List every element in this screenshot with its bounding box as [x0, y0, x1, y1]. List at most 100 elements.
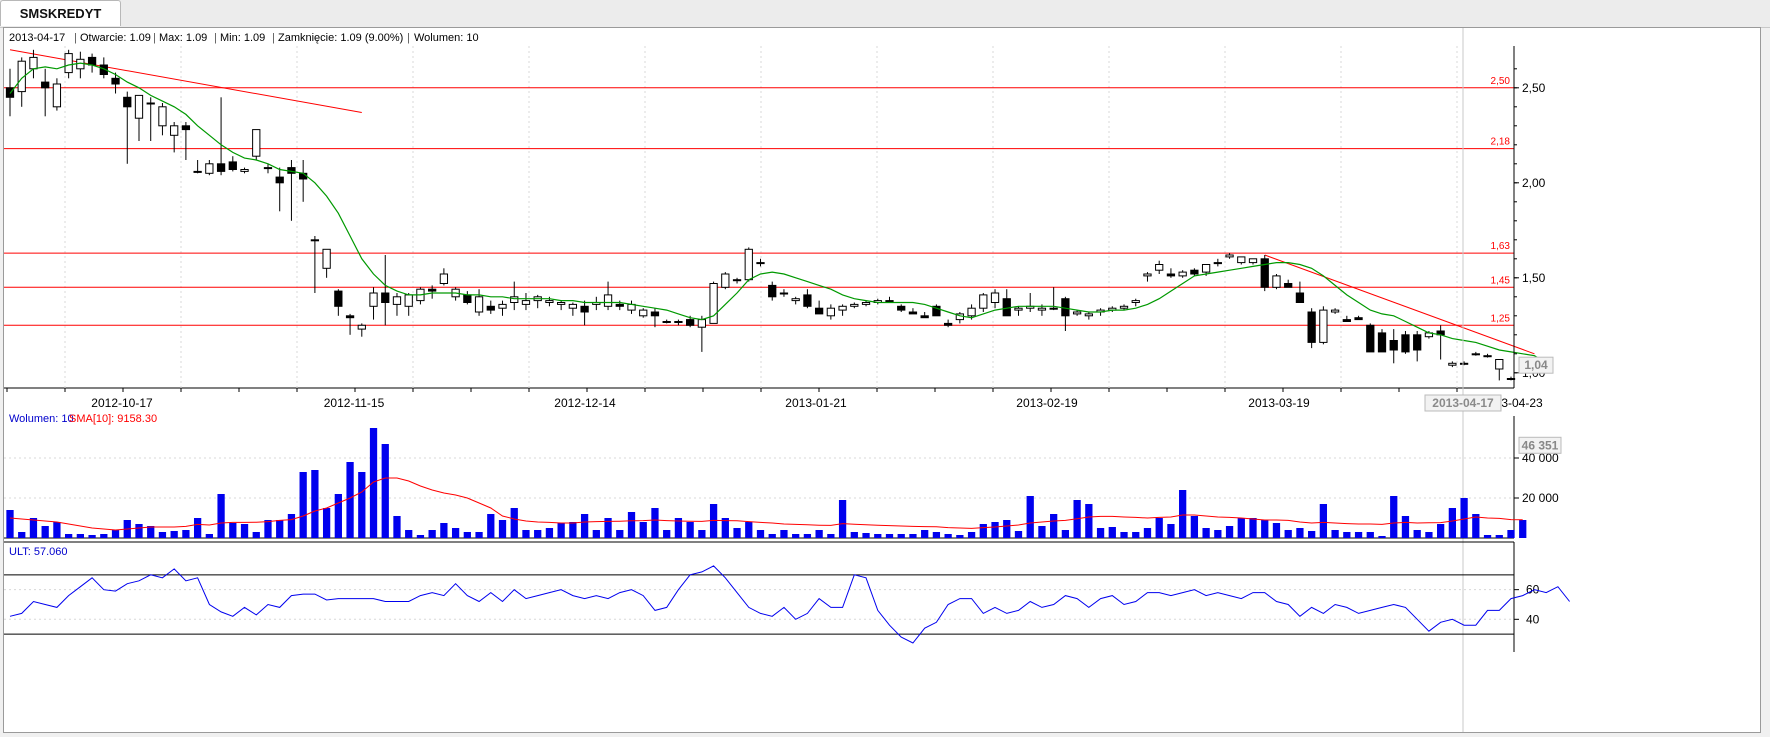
volume-bar: [627, 512, 636, 538]
candle-body: [639, 309, 648, 317]
chart-panel[interactable]: 2013-04-17 | Otwarcie: 1.09 | Max: 1.09 …: [3, 27, 1761, 733]
volume-bar: [1179, 490, 1187, 538]
crosshair-date-box: [1424, 394, 1502, 412]
candle-body: [662, 321, 671, 323]
volume-bar: [346, 462, 354, 538]
candle-body: [1448, 362, 1457, 366]
volume-bar: [18, 532, 26, 538]
candle-body: [990, 292, 1000, 303]
volume-bar: [1437, 524, 1445, 538]
ult-tick-label: 60: [1526, 583, 1540, 597]
volume-bar: [604, 518, 612, 538]
candle-body: [1143, 273, 1152, 277]
candle-body: [193, 170, 202, 173]
ult-tick-label: 40: [1526, 612, 1540, 626]
volume-bar: [1085, 504, 1093, 538]
volume-bar: [1308, 531, 1316, 538]
volume-bar: [1495, 535, 1503, 538]
candle-body: [1037, 307, 1047, 311]
candle-body: [41, 81, 50, 89]
volume-bar: [252, 532, 260, 538]
candle-body: [1413, 334, 1422, 351]
info-max: Max: 1.09: [159, 32, 207, 44]
volume-bar: [29, 518, 38, 538]
volume-bar: [580, 514, 589, 538]
candle-body: [1248, 258, 1258, 264]
volume-tick-label: 20 000: [1522, 491, 1559, 505]
volume-bar: [850, 532, 858, 538]
volume-bar: [909, 534, 917, 538]
volume-bar: [53, 522, 61, 538]
volume-bar: [932, 532, 941, 538]
volume-bar: [1237, 518, 1245, 538]
chart-svg[interactable]: 2013-04-17 | Otwarcie: 1.09 | Max: 1.09 …: [4, 28, 1760, 732]
candle-body: [897, 305, 906, 311]
candle-body: [861, 302, 871, 305]
volume-bar: [64, 534, 73, 538]
price-tick-label: 2,00: [1522, 176, 1546, 190]
price-tick-label: 2,50: [1522, 81, 1546, 95]
candle-body: [768, 284, 777, 298]
volume-bar: [1272, 523, 1281, 538]
info-line: 2013-04-17 | Otwarcie: 1.09 | Max: 1.09 …: [9, 32, 479, 44]
volume-bar: [193, 518, 202, 538]
volume-bar: [1284, 530, 1292, 538]
candle-body: [943, 322, 953, 326]
tab-smskredyt[interactable]: SMSKREDYT: [0, 0, 121, 26]
info-date: 2013-04-17: [9, 32, 65, 44]
candle-body: [650, 311, 660, 317]
candle-body: [1190, 269, 1199, 275]
volume-bar: [1319, 504, 1328, 538]
info-separator: |: [272, 32, 275, 44]
volume-bar: [616, 530, 624, 538]
volume-bar: [1390, 496, 1398, 538]
candle-body: [1307, 311, 1316, 343]
volume-bar: [1108, 527, 1116, 538]
volume-bar: [276, 520, 284, 538]
volume-bar: [792, 534, 800, 538]
volume-bar: [827, 534, 835, 538]
candle-body: [1483, 355, 1492, 358]
candle-body: [1506, 378, 1516, 380]
volume-bar: [522, 530, 530, 538]
candle-body: [979, 294, 988, 309]
candle-body: [1237, 256, 1246, 264]
candle-body: [1049, 307, 1058, 310]
candle-body: [299, 172, 308, 180]
candle-body: [52, 83, 62, 108]
volume-last-value-box: [1518, 436, 1562, 454]
candle-body: [545, 300, 554, 304]
candle-body: [1401, 334, 1410, 353]
date-axis: 2012-10-17 2012-11-15 2012-12-14 2013-01-21…: [6, 388, 1543, 412]
candle-body: [134, 94, 144, 119]
candle-body: [1072, 311, 1082, 315]
candle-body: [404, 294, 413, 307]
horizontal-level-label: 2,18: [1491, 137, 1511, 148]
candle-body: [803, 294, 812, 307]
info-close: Zamknięcie: 1.09 (9.00%): [278, 32, 403, 44]
volume-bar: [264, 520, 272, 538]
crosshair-date-label: 2013-04-17: [1432, 396, 1494, 410]
candle-body: [498, 303, 507, 309]
volume-bar: [815, 530, 823, 538]
volume-bar: [1167, 524, 1175, 538]
candle-body: [1201, 264, 1211, 273]
volume-bar: [1026, 496, 1034, 538]
volume-bar: [1214, 530, 1222, 538]
candle-body: [732, 279, 742, 282]
volume-bar: [1366, 532, 1374, 538]
volume-bar: [557, 523, 565, 538]
candle-body: [1342, 319, 1351, 323]
volume-bar: [921, 530, 929, 538]
candle-body: [615, 303, 624, 307]
volume-bar: [1155, 518, 1163, 538]
volume-bar: [182, 530, 190, 538]
candle-body: [885, 300, 894, 303]
candle-body: [1260, 258, 1269, 288]
volume-bar: [158, 532, 167, 538]
volume-bar: [1143, 528, 1152, 538]
candle-body: [674, 321, 683, 323]
candle-body: [510, 296, 519, 303]
volume-tick-label: 40 000: [1522, 451, 1559, 465]
candle-body: [1330, 309, 1340, 313]
